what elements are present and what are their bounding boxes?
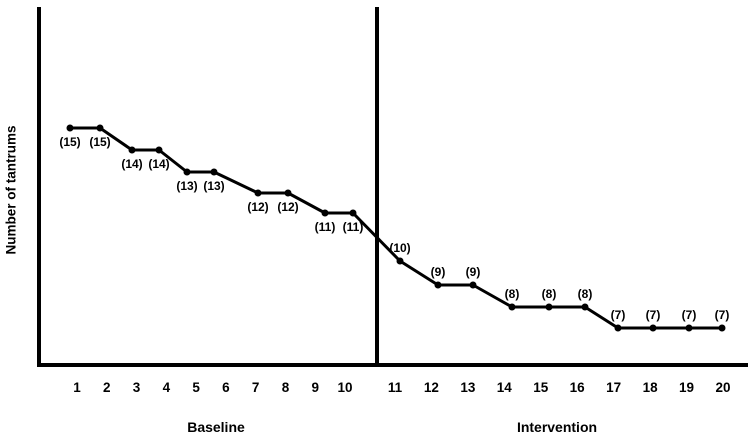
- data-point-label: (11): [343, 220, 364, 234]
- x-tick-label: 2: [103, 380, 111, 395]
- data-point-marker: [685, 324, 693, 332]
- x-tick-label: 3: [133, 380, 141, 395]
- data-point-label: (9): [466, 265, 481, 279]
- data-point-label: (7): [715, 308, 730, 322]
- data-point-marker: [396, 257, 404, 265]
- data-point-marker: [545, 303, 553, 311]
- x-tick-label: 5: [192, 380, 200, 395]
- data-point-marker: [321, 209, 329, 217]
- x-tick-label: 20: [715, 380, 730, 395]
- data-point-marker: [183, 168, 191, 176]
- data-point-marker: [284, 189, 292, 197]
- data-point-marker: [254, 189, 262, 197]
- data-point-marker: [508, 303, 516, 311]
- data-point-label: (8): [505, 287, 520, 301]
- phase-label-intervention: Intervention: [516, 419, 598, 435]
- x-tick-label: 17: [606, 380, 621, 395]
- data-point-marker: [614, 324, 622, 332]
- x-tick-label: 4: [163, 380, 171, 395]
- data-point-label: (11): [315, 220, 336, 234]
- x-tick-label: 15: [533, 380, 549, 395]
- x-tick-label: 10: [338, 380, 353, 395]
- data-point-label: (10): [389, 241, 410, 255]
- x-tick-label: 12: [424, 380, 439, 395]
- data-point-label: (12): [277, 200, 298, 214]
- x-tick-label: 13: [460, 380, 476, 395]
- data-point-label: (7): [682, 308, 697, 322]
- data-point-label: (13): [176, 179, 197, 193]
- data-point-marker: [96, 124, 104, 132]
- data-line: [70, 126, 722, 330]
- data-point-marker: [66, 124, 74, 132]
- x-tick-label: 16: [570, 380, 586, 395]
- data-point-label: (9): [431, 265, 446, 279]
- data-point-label: (7): [611, 308, 626, 322]
- phase-label-baseline: Baseline: [187, 419, 245, 435]
- x-tick-label: 11: [388, 380, 403, 395]
- data-point-label: (7): [646, 308, 661, 322]
- x-tick-label: 19: [679, 380, 694, 395]
- data-point-label: (14): [148, 157, 169, 171]
- data-point-marker: [128, 146, 136, 154]
- data-point-marker: [581, 303, 589, 311]
- x-tick-label: 9: [311, 380, 319, 395]
- x-tick-label: 1: [73, 380, 81, 395]
- data-point-marker: [649, 324, 657, 332]
- data-point-label: (8): [542, 287, 557, 301]
- data-point-marker: [434, 281, 442, 289]
- data-point-label: (8): [578, 287, 593, 301]
- data-point-label: (13): [203, 179, 224, 193]
- data-point-marker: [210, 168, 218, 176]
- x-tick-label: 14: [497, 380, 513, 395]
- data-point-label: (14): [121, 157, 142, 171]
- data-point-label: (15): [59, 135, 80, 149]
- data-point-label: (15): [89, 135, 110, 149]
- x-tick-label: 8: [282, 380, 290, 395]
- x-tick-label: 6: [222, 380, 230, 395]
- x-tick-label: 18: [643, 380, 659, 395]
- data-point-label: (12): [247, 200, 268, 214]
- data-point-marker: [718, 324, 726, 332]
- data-point-marker: [349, 209, 357, 217]
- x-tick-label: 7: [252, 380, 260, 395]
- data-point-marker: [469, 281, 477, 289]
- data-point-marker: [155, 146, 163, 154]
